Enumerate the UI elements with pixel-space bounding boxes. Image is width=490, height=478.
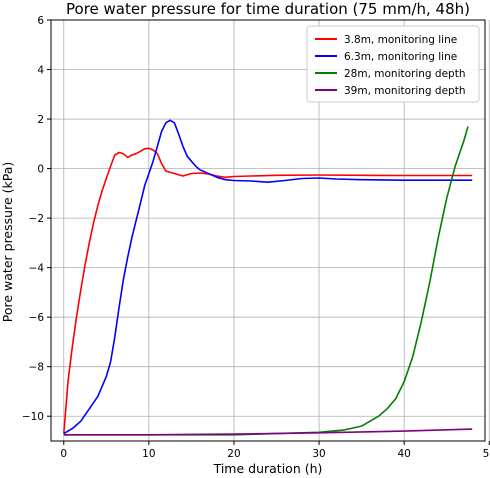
y-tick-label: −6 — [29, 312, 45, 324]
x-tick-label: 0 — [60, 448, 67, 460]
y-axis-title: Pore water pressure (kPa) — [0, 162, 15, 322]
legend: 3.8m, monitoring line 6.3m, monitoring li… — [306, 25, 480, 103]
y-tick-label: 0 — [37, 164, 44, 176]
series-line-1 — [63, 119, 473, 435]
series-layer — [63, 119, 473, 436]
x-tick-label: 10 — [142, 448, 155, 460]
y-tick-label: −2 — [29, 213, 44, 225]
y-tick-label: 6 — [37, 15, 44, 27]
x-tick-label: 20 — [227, 448, 240, 460]
legend-label-2: 28m, monitoring depth — [344, 68, 465, 80]
chart-title: Pore water pressure for time duration (7… — [66, 0, 470, 18]
x-tick-label: 50 — [483, 448, 490, 460]
y-tick-label: −4 — [29, 263, 45, 275]
y-tick-label: 4 — [37, 65, 44, 77]
series-line-2 — [63, 126, 469, 436]
y-tick-label: −10 — [22, 411, 44, 423]
legend-label-3: 39m, monitoring depth — [344, 85, 465, 97]
x-tick-label: 40 — [397, 448, 410, 460]
plot-frame — [50, 19, 486, 442]
series-line-0 — [63, 147, 473, 434]
tick-layer: 0 10 20 30 40 50 −10 −8 −6 −4 −2 0 2 4 6 — [22, 15, 490, 460]
y-tick-label: −8 — [29, 362, 44, 374]
series-line-3 — [63, 428, 473, 436]
legend-label-0: 3.8m, monitoring line — [344, 34, 457, 46]
legend-box — [306, 25, 480, 103]
x-axis-title: Time duration (h) — [213, 461, 323, 476]
legend-label-1: 6.3m, monitoring line — [344, 51, 457, 63]
y-tick-label: 2 — [37, 114, 44, 126]
x-tick-label: 30 — [312, 448, 325, 460]
